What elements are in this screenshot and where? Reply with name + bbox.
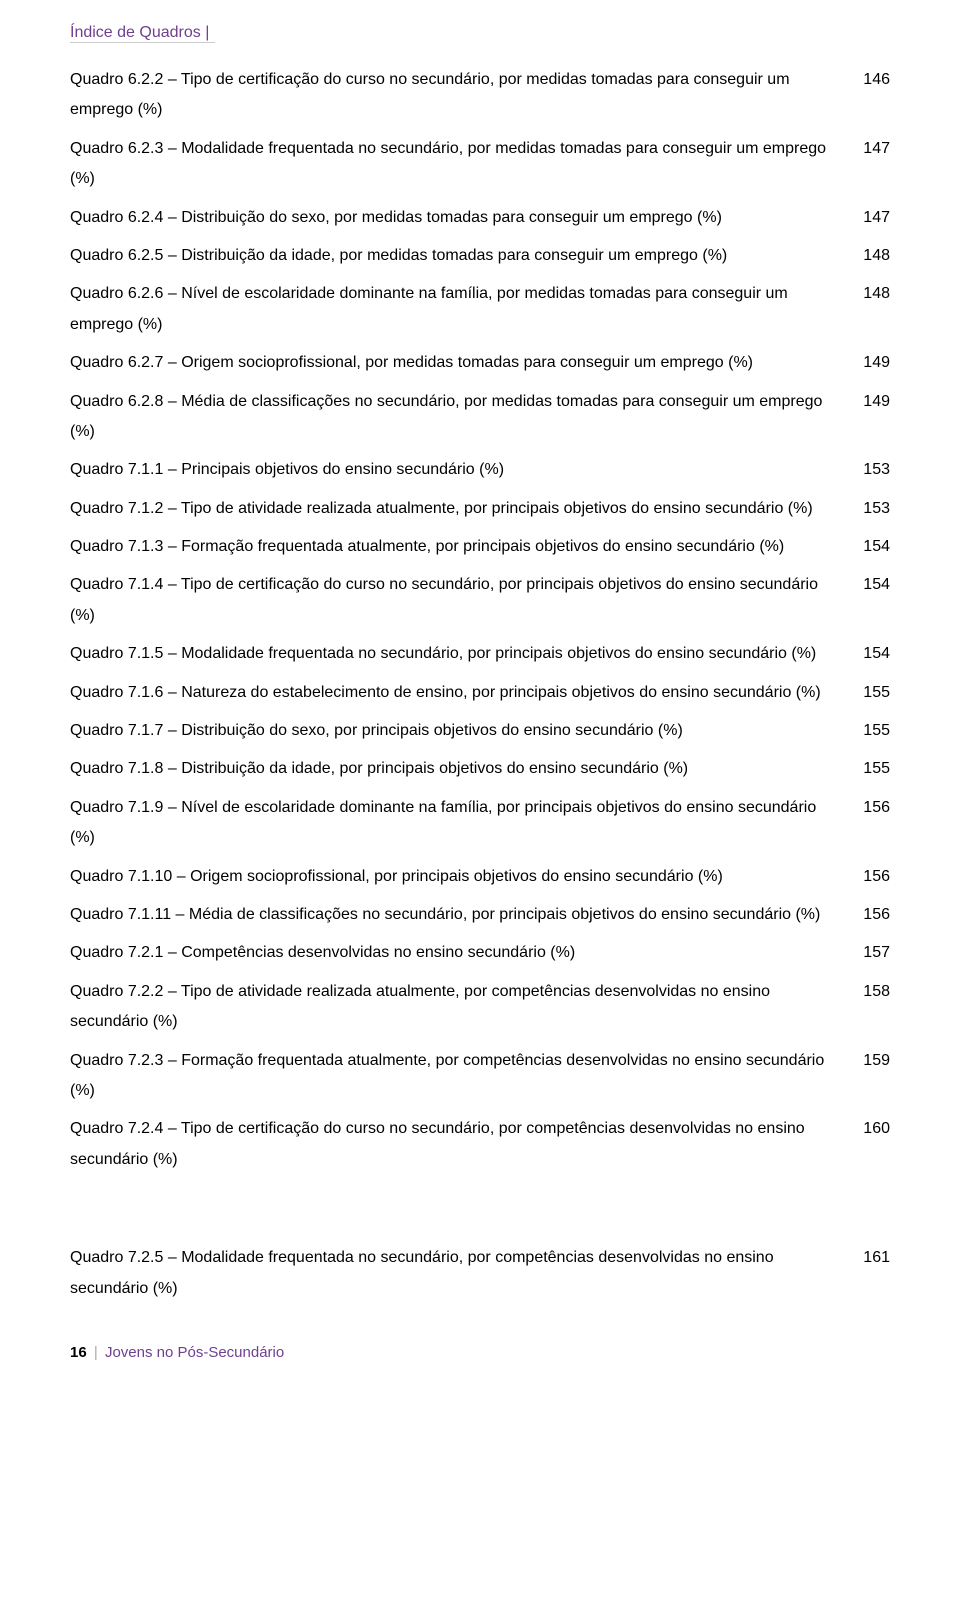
toc-row: Quadro 6.2.5 – Distribuição da idade, po…: [70, 241, 890, 271]
toc-row: Quadro 7.1.8 – Distribuição da idade, po…: [70, 754, 890, 784]
toc-row: Quadro 7.1.3 – Formação frequentada atua…: [70, 532, 890, 562]
toc-row: Quadro 7.2.1 – Competências desenvolvida…: [70, 938, 890, 968]
toc-entry-label: Quadro 7.1.1 – Principais objetivos do e…: [70, 455, 850, 485]
toc-entry-page: 148: [850, 241, 890, 271]
page-container: Índice de Quadros | Quadro 6.2.2 – Tipo …: [0, 0, 960, 1401]
toc-row: Quadro 7.2.4 – Tipo de certificação do c…: [70, 1114, 890, 1175]
toc-entry-label: Quadro 6.2.3 – Modalidade frequentada no…: [70, 134, 850, 195]
toc-row: Quadro 6.2.6 – Nível de escolaridade dom…: [70, 279, 890, 340]
toc-row: Quadro 7.1.6 – Natureza do estabelecimen…: [70, 678, 890, 708]
toc-entry-label: Quadro 7.1.3 – Formação frequentada atua…: [70, 532, 850, 562]
toc-entry-page: 154: [850, 570, 890, 600]
footer-separator: |: [91, 1344, 101, 1361]
toc-entry-label: Quadro 7.1.6 – Natureza do estabelecimen…: [70, 678, 850, 708]
toc-entry-page: 154: [850, 532, 890, 562]
toc-entry-label: Quadro 7.1.5 – Modalidade frequentada no…: [70, 639, 850, 669]
toc-row: Quadro 7.2.2 – Tipo de atividade realiza…: [70, 977, 890, 1038]
toc-row: Quadro 7.2.5 – Modalidade frequentada no…: [70, 1243, 890, 1304]
toc-entry-label: Quadro 7.1.7 – Distribuição do sexo, por…: [70, 716, 850, 746]
toc-row: Quadro 7.1.11 – Média de classificações …: [70, 900, 890, 930]
toc-entry-page: 149: [850, 387, 890, 417]
toc-entry-label: Quadro 7.1.11 – Média de classificações …: [70, 900, 850, 930]
toc-entry-label: Quadro 6.2.2 – Tipo de certificação do c…: [70, 65, 850, 126]
footer-page-number: 16: [70, 1344, 87, 1361]
toc-entry-page: 147: [850, 203, 890, 233]
toc-entry-page: 153: [850, 494, 890, 524]
toc-row: Quadro 6.2.4 – Distribuição do sexo, por…: [70, 203, 890, 233]
toc-entry-page: 155: [850, 754, 890, 784]
toc-entry-label: Quadro 7.2.1 – Competências desenvolvida…: [70, 938, 850, 968]
toc-row: Quadro 7.1.4 – Tipo de certificação do c…: [70, 570, 890, 631]
toc-entry-page: 160: [850, 1114, 890, 1144]
toc-entry-label: Quadro 6.2.6 – Nível de escolaridade dom…: [70, 279, 850, 340]
page-footer: 16 | Jovens no Pós-Secundário: [70, 1344, 890, 1361]
footer-title: Jovens no Pós-Secundário: [105, 1344, 284, 1361]
toc: Quadro 6.2.2 – Tipo de certificação do c…: [70, 65, 890, 1304]
toc-entry-label: Quadro 6.2.7 – Origem socioprofissional,…: [70, 348, 850, 378]
toc-row: Quadro 7.1.9 – Nível de escolaridade dom…: [70, 793, 890, 854]
toc-gap: [70, 1183, 890, 1243]
toc-entry-page: 156: [850, 793, 890, 823]
toc-entry-label: Quadro 7.1.2 – Tipo de atividade realiza…: [70, 494, 850, 524]
toc-entry-label: Quadro 7.2.4 – Tipo de certificação do c…: [70, 1114, 850, 1175]
toc-entry-label: Quadro 6.2.4 – Distribuição do sexo, por…: [70, 203, 850, 233]
toc-row: Quadro 6.2.7 – Origem socioprofissional,…: [70, 348, 890, 378]
toc-entry-page: 155: [850, 678, 890, 708]
toc-entry-label: Quadro 7.1.9 – Nível de escolaridade dom…: [70, 793, 850, 854]
toc-entry-page: 155: [850, 716, 890, 746]
toc-entry-page: 158: [850, 977, 890, 1007]
toc-entry-page: 146: [850, 65, 890, 95]
toc-entry-label: Quadro 7.2.5 – Modalidade frequentada no…: [70, 1243, 850, 1304]
toc-row: Quadro 7.1.5 – Modalidade frequentada no…: [70, 639, 890, 669]
toc-entry-page: 161: [850, 1243, 890, 1273]
toc-entry-page: 157: [850, 938, 890, 968]
toc-row: Quadro 7.1.7 – Distribuição do sexo, por…: [70, 716, 890, 746]
toc-row: Quadro 7.1.10 – Origem socioprofissional…: [70, 862, 890, 892]
toc-row: Quadro 7.1.1 – Principais objetivos do e…: [70, 455, 890, 485]
toc-row: Quadro 6.2.3 – Modalidade frequentada no…: [70, 134, 890, 195]
toc-entry-page: 154: [850, 639, 890, 669]
toc-entry-page: 148: [850, 279, 890, 309]
toc-entry-label: Quadro 7.2.2 – Tipo de atividade realiza…: [70, 977, 850, 1038]
toc-entry-label: Quadro 6.2.8 – Média de classificações n…: [70, 387, 850, 448]
toc-entry-label: Quadro 7.1.4 – Tipo de certificação do c…: [70, 570, 850, 631]
page-header: Índice de Quadros |: [70, 24, 890, 43]
toc-entry-label: Quadro 7.1.10 – Origem socioprofissional…: [70, 862, 850, 892]
toc-entry-page: 159: [850, 1046, 890, 1076]
toc-entry-label: Quadro 7.1.8 – Distribuição da idade, po…: [70, 754, 850, 784]
toc-entry-page: 156: [850, 900, 890, 930]
toc-group-1: Quadro 6.2.2 – Tipo de certificação do c…: [70, 65, 890, 1175]
toc-entry-label: Quadro 7.2.3 – Formação frequentada atua…: [70, 1046, 850, 1107]
toc-row: Quadro 7.2.3 – Formação frequentada atua…: [70, 1046, 890, 1107]
toc-row: Quadro 7.1.2 – Tipo de atividade realiza…: [70, 494, 890, 524]
toc-entry-label: Quadro 6.2.5 – Distribuição da idade, po…: [70, 241, 850, 271]
toc-row: Quadro 6.2.2 – Tipo de certificação do c…: [70, 65, 890, 126]
toc-group-2: Quadro 7.2.5 – Modalidade frequentada no…: [70, 1243, 890, 1304]
toc-row: Quadro 6.2.8 – Média de classificações n…: [70, 387, 890, 448]
toc-entry-page: 156: [850, 862, 890, 892]
toc-entry-page: 149: [850, 348, 890, 378]
toc-entry-page: 147: [850, 134, 890, 164]
header-title: Índice de Quadros |: [70, 24, 215, 43]
toc-entry-page: 153: [850, 455, 890, 485]
